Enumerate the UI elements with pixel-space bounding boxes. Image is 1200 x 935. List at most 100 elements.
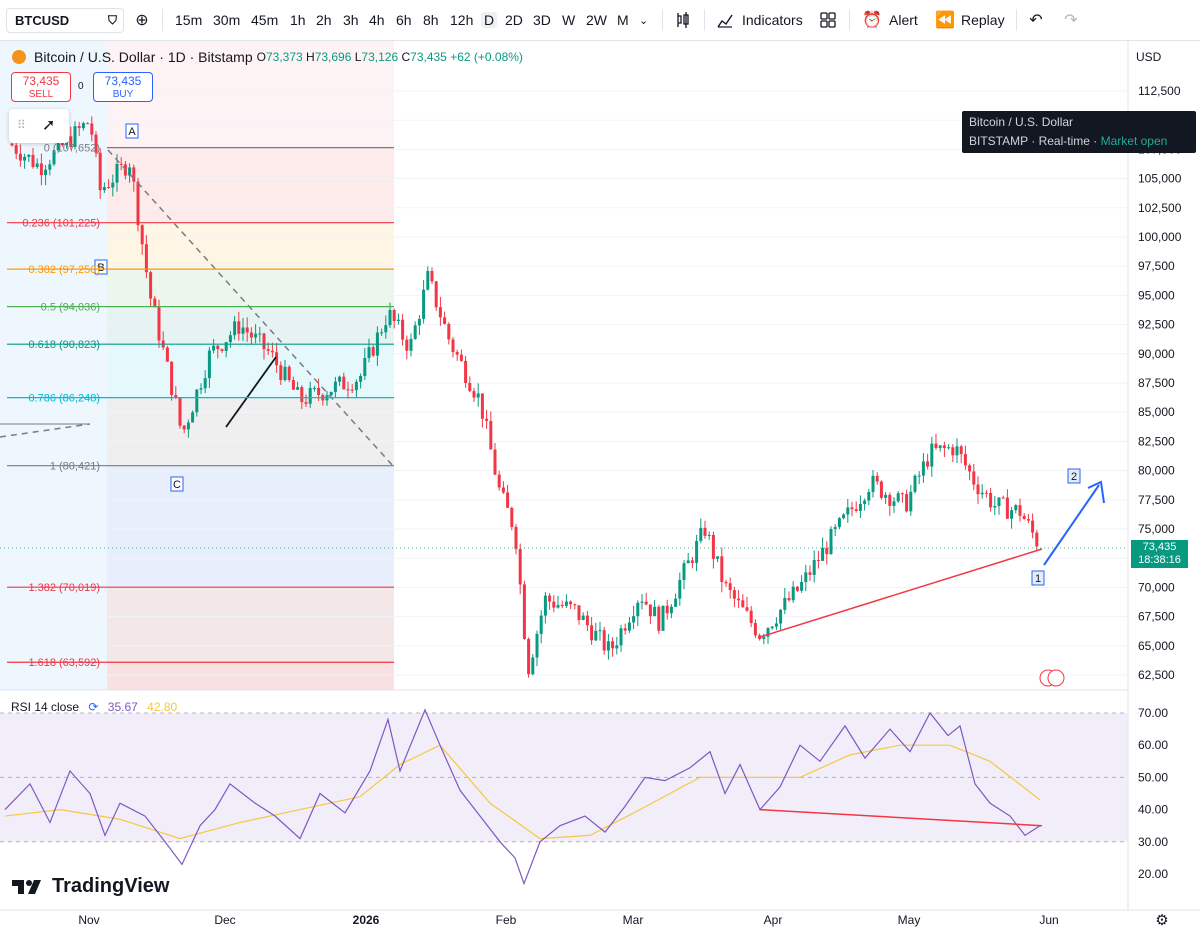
interval-d[interactable]: D [481, 12, 498, 28]
cursor-icon[interactable]: ➚ [42, 117, 56, 134]
candle [581, 615, 585, 620]
candle [77, 126, 81, 129]
candle [854, 509, 858, 511]
interval-12h[interactable]: 12h [450, 12, 474, 28]
candle [384, 325, 388, 333]
interval-m[interactable]: M [617, 12, 629, 28]
candle [745, 607, 749, 611]
currency-selector[interactable]: USD [1136, 50, 1162, 64]
candle [434, 281, 438, 308]
interval-2d[interactable]: 2D [505, 12, 523, 28]
buy-button[interactable]: 73,435 BUY [93, 72, 153, 102]
replay-button[interactable]: Replay [961, 12, 1005, 28]
candle [182, 425, 186, 430]
tradingview-logo[interactable]: TradingView [12, 875, 169, 898]
interval-dropdown-icon[interactable]: ⌄ [639, 15, 649, 27]
rsi-value: 35.67 [107, 700, 138, 714]
candle [766, 628, 770, 637]
candle [833, 527, 837, 530]
compare-add-icon[interactable]: ⊕ [135, 12, 149, 29]
interval-8h[interactable]: 8h [423, 12, 439, 28]
candles-chart-type-icon[interactable] [672, 9, 694, 31]
rsi-settings-icon[interactable]: ⟳ [88, 700, 99, 714]
wave-label-box [94, 259, 108, 275]
candle [556, 604, 560, 608]
interval-w[interactable]: W [562, 12, 576, 28]
sell-label: SELL [28, 89, 54, 100]
candle [270, 350, 274, 353]
candle [35, 163, 39, 168]
candle [888, 494, 892, 506]
sell-price: 73,435 [22, 74, 60, 88]
templates-icon[interactable] [817, 9, 839, 31]
candle [216, 345, 220, 350]
interval-6h[interactable]: 6h [396, 12, 412, 28]
alert-button[interactable]: Alert [889, 12, 918, 28]
candle [144, 244, 148, 273]
candle [720, 556, 724, 582]
candle [438, 307, 442, 318]
undo-icon[interactable]: ↶ [1029, 12, 1043, 29]
toolbar-divider [1016, 9, 1017, 31]
candle [699, 527, 703, 542]
candle [56, 139, 60, 151]
candle [493, 449, 497, 475]
drag-handle-icon[interactable]: ⠿ [17, 118, 26, 132]
sell-button[interactable]: 73,435 SELL [11, 72, 71, 102]
interval-2h[interactable]: 2h [316, 12, 332, 28]
candle [808, 572, 812, 575]
interval-1h[interactable]: 1h [290, 12, 306, 28]
candle [942, 445, 946, 449]
candle [233, 321, 237, 336]
candle [615, 645, 619, 649]
candle [136, 181, 140, 226]
candle [224, 342, 228, 351]
candle [779, 609, 783, 624]
fib-label: 0.786 (86,248) [28, 393, 100, 405]
candle [564, 601, 568, 606]
candle [737, 598, 741, 601]
candle [350, 389, 354, 391]
price-tick: 65,000 [1138, 639, 1175, 653]
wave-label-box [125, 123, 139, 139]
fib-zone [107, 41, 394, 148]
candle [518, 549, 522, 585]
interval-30m[interactable]: 30m [213, 12, 241, 28]
indicators-icon[interactable] [714, 9, 736, 31]
interval-15m[interactable]: 15m [175, 12, 203, 28]
alert-clock-icon[interactable]: ⏰ [862, 12, 882, 29]
floating-drawing-toolbar[interactable]: ⠿ ➚ [9, 109, 69, 143]
candle [447, 323, 451, 340]
fib-label: 1.382 (70,019) [28, 582, 100, 594]
interval-4h[interactable]: 4h [369, 12, 385, 28]
candle [212, 345, 216, 351]
redo-icon[interactable]: ↷ [1064, 12, 1078, 29]
toolbar-divider [704, 9, 705, 31]
candle [993, 506, 997, 508]
price-tick: 90,000 [1138, 347, 1175, 361]
time-tick: Feb [496, 913, 517, 927]
symbol-search[interactable]: BTCUSD ⛉ [6, 8, 124, 33]
interval-3h[interactable]: 3h [343, 12, 359, 28]
symbol-menu-icon[interactable]: ⛉ [107, 13, 117, 27]
candle [926, 461, 930, 467]
candle [640, 601, 644, 603]
candle [1035, 532, 1039, 547]
replay-icon[interactable]: ⏪ [935, 12, 955, 29]
event-flag-icon [1047, 669, 1065, 687]
interval-45m[interactable]: 45m [251, 12, 279, 28]
candle [543, 595, 547, 616]
interval-3d[interactable]: 3D [533, 12, 551, 28]
candle [804, 572, 808, 583]
candle [623, 628, 627, 631]
candle [115, 163, 119, 183]
chart-grid [0, 90, 1128, 676]
dashed-trendline-left [0, 423, 91, 438]
wave-label-box [1067, 468, 1081, 484]
candle [905, 493, 909, 512]
indicators-button[interactable]: Indicators [742, 12, 803, 28]
candle [1005, 497, 1009, 519]
interval-2w[interactable]: 2W [586, 12, 607, 28]
candle [682, 563, 686, 580]
